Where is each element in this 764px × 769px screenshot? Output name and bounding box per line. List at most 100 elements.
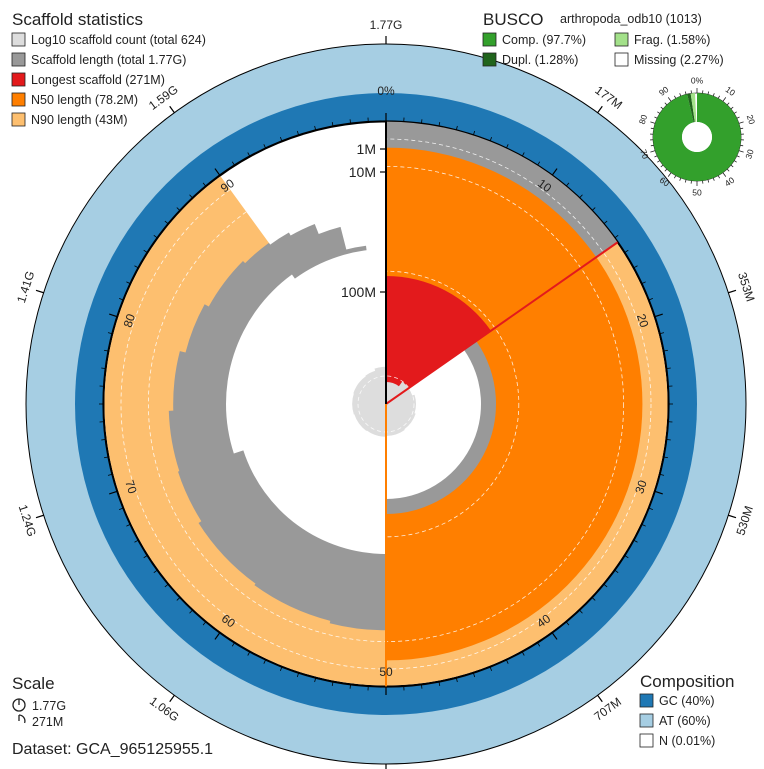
minor-tick: [231, 642, 235, 647]
scaffold-legend-label-0: Log10 scaffold count (total 624): [31, 33, 206, 47]
minor-tick: [648, 297, 653, 301]
n50-inner-hole: [386, 349, 481, 499]
busco-tick: [740, 144, 744, 147]
minor-tick: [331, 681, 334, 686]
scale-item-total: 1.77G: [32, 699, 66, 713]
busco-donut-hole: [682, 122, 712, 152]
scaffold-legend-label-3: N50 length (78.2M): [31, 93, 138, 107]
busco-tick-label-5: 50: [692, 187, 702, 197]
minor-tick: [566, 621, 570, 626]
dataset-label: Dataset: GCA_965125955.1: [12, 741, 213, 758]
longest-scaffold-line: [385, 241, 619, 405]
busco-tick: [664, 102, 668, 106]
minor-tick: [331, 122, 334, 127]
minor-tick: [521, 152, 525, 157]
minor-tick: [633, 265, 638, 269]
minor-tick: [438, 681, 441, 686]
outer-tick-label-8: 1.41G: [14, 269, 37, 304]
scaffold-legend-label-1: Scaffold length (total 1.77G): [31, 53, 186, 67]
busco-tick: [674, 175, 677, 179]
minor-tick: [263, 659, 266, 664]
composition-legend-label-2: N (0.01%): [659, 734, 715, 748]
busco-legend-swatch-3: [614, 52, 629, 67]
minor-tick: [455, 125, 458, 130]
busco-tick: [736, 155, 740, 158]
radial-label-100M: 100M: [341, 284, 376, 300]
minor-tick: [506, 144, 509, 149]
minor-tick: [473, 673, 476, 678]
busco-tick: [733, 111, 737, 114]
busco-legend-label-2: Dupl. (1.28%): [502, 53, 578, 67]
busco-tick-label-8: 80: [637, 113, 650, 125]
busco-lineage: arthropoda_odb10 (1013): [560, 12, 702, 26]
busco-tick: [654, 155, 658, 158]
busco-tick-label-1: 10: [724, 84, 738, 98]
scaffold-legend-swatch-1: [11, 52, 26, 67]
minor-tick: [614, 234, 619, 238]
busco-tick: [650, 144, 654, 147]
minor-tick: [176, 207, 180, 211]
minor-tick: [104, 456, 109, 459]
busco-tick: [654, 116, 658, 119]
busco-legend-label-3: Missing (2.27%): [634, 53, 724, 67]
composition-legend-swatch-2: [639, 733, 654, 748]
busco-tick: [707, 91, 710, 95]
outer-tick-9: [169, 105, 175, 114]
outer-tick-7: [35, 514, 44, 519]
minor-tick: [202, 182, 206, 187]
busco-tick: [679, 177, 682, 181]
busco-tick: [717, 95, 720, 99]
percent-tick-label-5: 50: [379, 665, 393, 679]
busco-title: BUSCO: [483, 10, 543, 29]
busco-tick: [726, 168, 730, 172]
outer-tick-label-3: 530M: [733, 504, 756, 537]
scale-partial-circle-icon: [18, 714, 26, 724]
plot-area: 1M 10M 100M: [26, 44, 746, 764]
minor-tick: [107, 332, 112, 335]
busco-tick-label-2: 20: [745, 113, 758, 125]
minor-tick: [592, 207, 596, 211]
minor-tick: [202, 621, 206, 626]
composition-legend: Composition GC (40%) AT (60%) N (0.01%): [639, 672, 735, 748]
minor-tick: [176, 597, 180, 601]
minor-tick: [566, 182, 570, 187]
busco-legend-label-0: Comp. (97.7%): [502, 33, 586, 47]
minor-tick: [603, 220, 608, 224]
busco-tick: [664, 168, 668, 172]
busco-tick: [717, 175, 720, 179]
minor-tick: [119, 507, 124, 511]
percent-tick-label-3: 30: [632, 478, 650, 495]
radial-label-1M: 1M: [357, 141, 376, 157]
minor-tick: [592, 597, 596, 601]
minor-tick: [489, 666, 493, 671]
minor-tick: [164, 584, 169, 588]
outer-tick-label-7: 1.24G: [16, 503, 39, 538]
outer-tick-label-6: 1.06G: [147, 694, 182, 725]
busco-tick-label-9: 90: [657, 84, 671, 98]
longest-scaffold-wedge: [386, 276, 491, 404]
busco-complete-arc: [653, 93, 742, 182]
inner-tick-3: [654, 490, 663, 495]
inner-tick-8: [109, 313, 118, 318]
minor-tick: [279, 137, 283, 142]
minor-tick: [666, 439, 671, 441]
minor-tick: [349, 684, 351, 689]
busco-tick: [674, 95, 677, 99]
busco-tick-label-3: 30: [743, 148, 756, 160]
minor-tick: [506, 659, 509, 664]
outer-tick-label-0: 1.77G: [370, 18, 403, 32]
minor-tick: [579, 194, 583, 198]
radial-label-10M: 10M: [349, 164, 376, 180]
busco-fragmented-arc: [690, 93, 697, 123]
minor-tick: [247, 651, 251, 656]
minor-tick: [349, 119, 351, 124]
busco-tick: [733, 160, 737, 163]
composition-legend-label-0: GC (40%): [659, 694, 715, 708]
busco-tick: [660, 164, 664, 168]
busco-tick: [722, 172, 727, 177]
minor-tick: [641, 524, 646, 527]
minor-tick: [666, 367, 671, 369]
minor-tick: [421, 119, 423, 124]
